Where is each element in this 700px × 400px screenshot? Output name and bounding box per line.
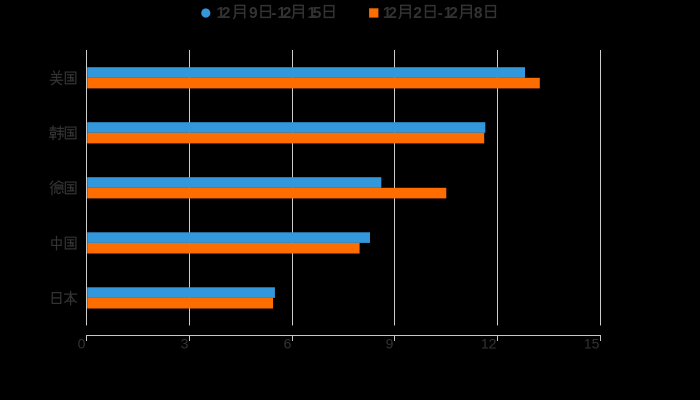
svg-text:3: 3 bbox=[181, 336, 189, 352]
svg-text:1: 1 bbox=[277, 5, 286, 22]
svg-text:6: 6 bbox=[284, 336, 292, 352]
svg-text:2: 2 bbox=[449, 5, 458, 22]
svg-text:5: 5 bbox=[313, 5, 322, 22]
svg-text:2: 2 bbox=[283, 5, 292, 22]
svg-text:9: 9 bbox=[249, 5, 258, 22]
svg-text:8: 8 bbox=[474, 5, 483, 22]
svg-text:1: 1 bbox=[383, 5, 392, 22]
svg-text:0: 0 bbox=[78, 336, 86, 352]
svg-text:-: - bbox=[271, 5, 276, 22]
svg-text:1: 1 bbox=[308, 5, 317, 22]
svg-text:2: 2 bbox=[388, 5, 397, 22]
svg-text:9: 9 bbox=[386, 336, 394, 352]
svg-text:12: 12 bbox=[481, 336, 497, 352]
svg-text:2: 2 bbox=[222, 5, 231, 22]
svg-text:1: 1 bbox=[444, 5, 453, 22]
svg-text:1: 1 bbox=[217, 5, 226, 22]
svg-text:-: - bbox=[438, 5, 443, 22]
svg-text:2: 2 bbox=[413, 5, 422, 22]
svg-text:15: 15 bbox=[584, 336, 600, 352]
